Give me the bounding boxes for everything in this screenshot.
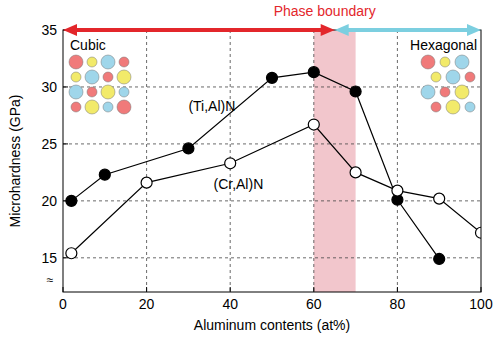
region-label: Cubic: [70, 37, 106, 53]
frame: [63, 30, 481, 292]
data-point: [141, 177, 152, 188]
grid-line: [63, 200, 481, 201]
atom: [465, 102, 475, 112]
tick-label: 30: [41, 79, 57, 95]
atom: [440, 87, 450, 97]
y-axis-title: Microhardness (GPa): [7, 94, 23, 227]
atom: [455, 85, 469, 99]
atom: [119, 57, 129, 67]
tick-label: 80: [390, 296, 406, 312]
atom: [421, 85, 435, 99]
atom: [103, 102, 113, 112]
atom: [117, 100, 131, 114]
tick: [146, 287, 147, 292]
atom: [85, 70, 99, 84]
atom: [69, 85, 83, 99]
arrow-head: [467, 24, 481, 36]
tick-label: 60: [306, 296, 322, 312]
tick: [63, 143, 68, 144]
series-line: [71, 72, 439, 259]
tick: [63, 257, 68, 258]
arrow-head: [321, 24, 335, 36]
atom: [87, 57, 97, 67]
atom: [103, 72, 113, 82]
data-point: [434, 193, 445, 204]
label-bg: [409, 37, 478, 53]
atom: [85, 100, 99, 114]
atom: [446, 70, 460, 84]
atom: [117, 70, 131, 84]
phase-boundary-label: Phase boundary: [274, 3, 376, 19]
tick: [230, 287, 231, 292]
data-point: [225, 158, 236, 169]
arrow-head: [335, 24, 349, 36]
atom: [119, 87, 129, 97]
chart: 0 20 40 60 80 100 15 20 25 30 35 ≈ Aluminum contents…: [0, 0, 501, 350]
arrow-shaft: [347, 28, 469, 32]
data-point: [350, 86, 361, 97]
crystal-icon: [69, 55, 131, 114]
region-arrow: [63, 24, 335, 36]
region-arrow: [335, 24, 481, 36]
tick-label: 20: [139, 296, 155, 312]
atom: [69, 55, 83, 69]
series-label: (Cr,Al)N: [213, 176, 263, 192]
atom: [455, 55, 469, 69]
data-point: [308, 67, 319, 78]
tick: [63, 200, 68, 201]
plot-area: [63, 30, 481, 292]
grid-line: [63, 257, 481, 258]
tick-label: 100: [469, 296, 493, 312]
atom: [465, 72, 475, 82]
data-point: [350, 167, 361, 178]
atom: [431, 102, 441, 112]
tick-label: 25: [41, 136, 57, 152]
tick-label: 35: [41, 22, 57, 38]
data-point: [183, 143, 194, 154]
atom: [71, 102, 81, 112]
data-point: [434, 253, 445, 264]
data-point: [99, 169, 110, 180]
data-point: [476, 227, 482, 238]
phase-band: [314, 30, 356, 292]
tick: [313, 287, 314, 292]
tick-label: 40: [222, 296, 238, 312]
data-point: [308, 119, 319, 130]
arrow-head: [63, 24, 77, 36]
tick: [63, 287, 64, 292]
x-axis-title: Aluminum contents (at%): [194, 317, 350, 333]
series-label: (Ti,Al)N: [188, 98, 235, 114]
atom: [101, 85, 115, 99]
tick-label: 15: [41, 250, 57, 266]
atom: [101, 55, 115, 69]
tick: [63, 86, 68, 87]
tick: [397, 287, 398, 292]
crystal-icon: [421, 55, 475, 114]
arrow-shaft: [75, 28, 323, 32]
atom: [421, 55, 435, 69]
region-label: Hexagonal: [410, 37, 477, 53]
atom: [87, 87, 97, 97]
data-point: [392, 185, 403, 196]
data-point: [267, 72, 278, 83]
label-bg: [69, 37, 107, 53]
tick: [481, 287, 482, 292]
data-point: [66, 248, 77, 259]
tick-label: 20: [41, 193, 57, 209]
atom: [440, 57, 450, 67]
grid-line: [397, 30, 398, 292]
atom: [71, 72, 81, 82]
atom: [446, 100, 460, 114]
series-line: [71, 125, 481, 254]
tick-label: 0: [59, 296, 67, 312]
axis-break: ≈: [47, 273, 54, 287]
atom: [431, 72, 441, 82]
